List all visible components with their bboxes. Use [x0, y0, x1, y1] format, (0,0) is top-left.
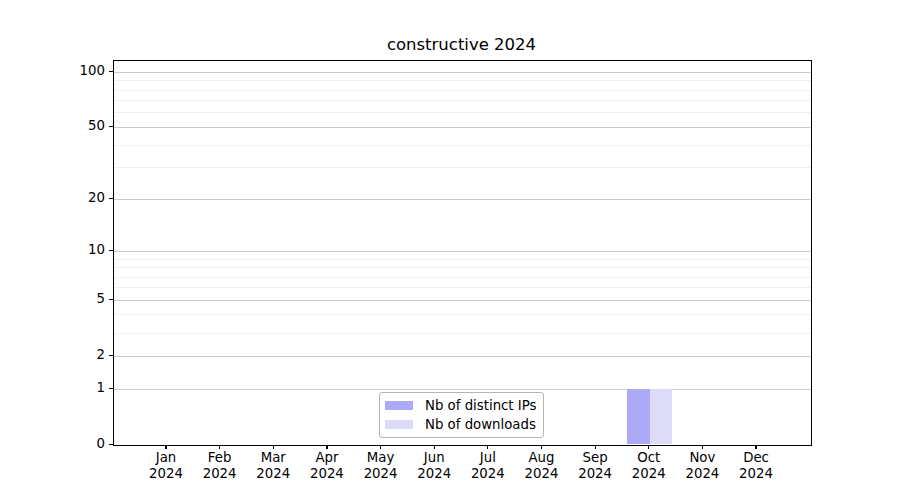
x-tick-year: 2024: [460, 466, 516, 483]
x-tick-year: 2024: [406, 466, 462, 483]
x-tick-year: 2024: [621, 466, 677, 483]
major-gridline: [114, 300, 811, 301]
x-tick-year: 2024: [674, 466, 730, 483]
x-axis-tick: [165, 445, 166, 449]
x-tick-year: 2024: [138, 466, 194, 483]
chart-title: constructive 2024: [113, 35, 810, 54]
y-axis-tick: [109, 388, 113, 389]
x-axis-tick-label: Jul2024: [460, 450, 516, 483]
minor-gridline: [114, 100, 811, 101]
legend-swatch-downloads: [385, 420, 413, 430]
x-tick-month: Aug: [513, 450, 569, 467]
y-axis-tick-label: 10: [59, 242, 105, 258]
x-tick-month: Mar: [245, 450, 301, 467]
y-axis-tick-label: 100: [59, 63, 105, 79]
x-axis-tick: [487, 445, 488, 449]
x-axis-tick-label: Sep2024: [567, 450, 623, 483]
y-axis-tick-label: 50: [59, 118, 105, 134]
minor-gridline: [114, 333, 811, 334]
legend-swatch-distinct-ips: [385, 401, 413, 411]
minor-gridline: [114, 90, 811, 91]
x-tick-month: Jun: [406, 450, 462, 467]
minor-gridline: [114, 267, 811, 268]
y-axis-tick: [109, 198, 113, 199]
y-axis-tick: [109, 126, 113, 127]
x-axis-tick: [755, 445, 756, 449]
x-tick-year: 2024: [513, 466, 569, 483]
y-axis-tick-label: 1: [59, 380, 105, 396]
x-axis-tick-label: Mar2024: [245, 450, 301, 483]
minor-gridline: [114, 145, 811, 146]
x-axis-tick-label: Nov2024: [674, 450, 730, 483]
x-tick-year: 2024: [192, 466, 248, 483]
x-tick-year: 2024: [353, 466, 409, 483]
legend-label-distinct-ips: Nb of distinct IPs: [425, 398, 536, 413]
x-axis-tick: [219, 445, 220, 449]
bar-nb-of-distinct-ips: [627, 389, 650, 445]
legend-label-downloads: Nb of downloads: [425, 417, 536, 432]
x-axis-tick: [380, 445, 381, 449]
x-axis-tick-label: Dec2024: [728, 450, 784, 483]
y-axis-tick: [109, 299, 113, 300]
minor-gridline: [114, 314, 811, 315]
major-gridline: [114, 251, 811, 252]
major-gridline: [114, 356, 811, 357]
y-axis-tick: [109, 71, 113, 72]
x-tick-month: Dec: [728, 450, 784, 467]
major-gridline: [114, 199, 811, 200]
x-axis-tick-label: Jun2024: [406, 450, 462, 483]
x-tick-year: 2024: [567, 466, 623, 483]
x-axis-tick: [595, 445, 596, 449]
x-tick-month: Nov: [674, 450, 730, 467]
x-tick-year: 2024: [245, 466, 301, 483]
x-axis-tick-label: May2024: [353, 450, 409, 483]
bar-nb-of-downloads: [650, 389, 673, 445]
chart-figure: constructive 2024 0125102050100Jan2024Fe…: [0, 0, 900, 500]
minor-gridline: [114, 259, 811, 260]
y-axis-tick: [109, 250, 113, 251]
x-axis-tick-label: Oct2024: [621, 450, 677, 483]
x-axis-tick: [702, 445, 703, 449]
x-tick-month: Jul: [460, 450, 516, 467]
x-tick-month: Feb: [192, 450, 248, 467]
legend: Nb of distinct IPs Nb of downloads: [379, 392, 544, 438]
x-tick-month: Oct: [621, 450, 677, 467]
minor-gridline: [114, 167, 811, 168]
y-axis-tick-label: 20: [59, 190, 105, 206]
x-axis-tick: [541, 445, 542, 449]
x-tick-month: Sep: [567, 450, 623, 467]
x-axis-tick-label: Apr2024: [299, 450, 355, 483]
x-axis-tick: [326, 445, 327, 449]
x-tick-year: 2024: [299, 466, 355, 483]
x-tick-month: Apr: [299, 450, 355, 467]
y-axis-tick: [109, 355, 113, 356]
y-axis-tick-label: 5: [59, 291, 105, 307]
y-axis-tick: [109, 444, 113, 445]
legend-item-distinct-ips: Nb of distinct IPs: [385, 396, 543, 415]
major-gridline: [114, 72, 811, 73]
x-tick-month: May: [353, 450, 409, 467]
x-axis-tick-label: Feb2024: [192, 450, 248, 483]
minor-gridline: [114, 112, 811, 113]
y-axis-tick-label: 2: [59, 347, 105, 363]
minor-gridline: [114, 277, 811, 278]
y-axis-tick-label: 0: [59, 436, 105, 452]
x-axis-tick: [648, 445, 649, 449]
x-axis-tick: [273, 445, 274, 449]
minor-gridline: [114, 287, 811, 288]
major-gridline: [114, 389, 811, 390]
plot-area: [113, 60, 812, 446]
legend-item-downloads: Nb of downloads: [385, 415, 543, 434]
x-axis-tick: [434, 445, 435, 449]
x-axis-tick-label: Jan2024: [138, 450, 194, 483]
minor-gridline: [114, 80, 811, 81]
x-axis-tick-label: Aug2024: [513, 450, 569, 483]
x-tick-year: 2024: [728, 466, 784, 483]
x-tick-month: Jan: [138, 450, 194, 467]
major-gridline: [114, 127, 811, 128]
